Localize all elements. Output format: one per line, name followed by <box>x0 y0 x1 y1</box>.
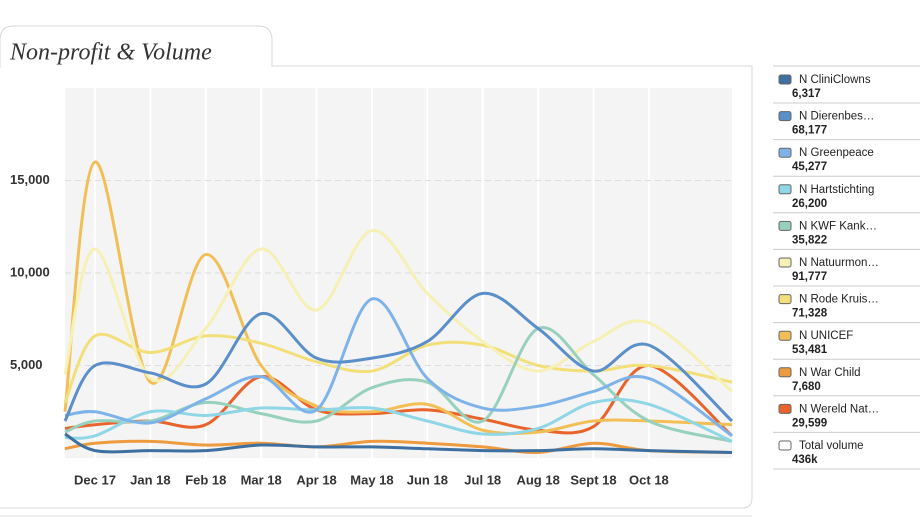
legend-value: 6,317 <box>792 88 821 100</box>
x-tick-label: Mar 18 <box>241 472 282 487</box>
legend-swatch <box>778 403 792 414</box>
legend-swatch <box>778 257 792 268</box>
legend-value: 45,277 <box>792 161 827 173</box>
legend-name: N Natuurmon… <box>799 257 879 269</box>
legend-value: 53,481 <box>792 344 828 356</box>
y-tick-label: 15,000 <box>10 172 50 187</box>
legend-swatch <box>778 330 792 341</box>
legend-name: Total volume <box>799 440 864 452</box>
legend-swatch <box>778 184 792 195</box>
legend-swatch <box>778 367 792 378</box>
x-tick-label: Feb 18 <box>185 472 226 487</box>
series-line <box>64 432 733 454</box>
legend-value: 26,200 <box>792 198 827 210</box>
series-line <box>64 397 733 443</box>
legend-value: 91,777 <box>792 271 827 283</box>
legend-value: 7,680 <box>792 381 821 393</box>
legend-name: N UNICEF <box>799 330 853 342</box>
legend-value: 436k <box>792 454 818 466</box>
legend-swatch <box>778 111 792 122</box>
legend-name: N KWF Kank… <box>799 220 877 232</box>
legend-swatch <box>778 220 792 231</box>
y-tick-label: 10,000 <box>10 264 50 279</box>
legend-value: 68,177 <box>792 125 827 137</box>
x-tick-label: Jun 18 <box>407 472 448 487</box>
series-line <box>64 439 733 454</box>
x-tick-label: Jul 18 <box>464 472 501 487</box>
chart-title: Non-profit & Volume <box>9 40 212 66</box>
legend-name: N Rode Kruis… <box>799 294 879 306</box>
x-tick-label: Aug 18 <box>516 472 559 487</box>
legend-name: N Greenpeace <box>799 147 874 159</box>
series-line <box>63 228 733 393</box>
legend-value: 29,599 <box>792 417 827 429</box>
legend-value: 35,822 <box>792 234 827 246</box>
series-line <box>64 297 733 438</box>
series-line <box>63 160 733 435</box>
x-tick-label: Jan 18 <box>130 472 170 487</box>
legend-swatch <box>778 147 792 158</box>
legend-name: N War Child <box>799 367 861 379</box>
legend-value: 71,328 <box>792 308 828 320</box>
legend-name: N Wereld Nat… <box>799 403 879 415</box>
legend-swatch <box>778 294 792 305</box>
series-line <box>64 326 733 443</box>
legend-name: N Dierenbes… <box>799 111 874 123</box>
legend-name: N CliniClowns <box>799 74 871 86</box>
legend-swatch <box>778 74 792 85</box>
x-tick-label: Dec 17 <box>74 472 116 487</box>
card-outline <box>0 25 753 509</box>
y-tick-label: 5,000 <box>10 357 43 372</box>
x-tick-label: Apr 18 <box>296 472 336 487</box>
x-tick-label: Oct 18 <box>629 472 669 487</box>
series-line <box>63 291 734 423</box>
legend-name: N Hartstichting <box>799 184 874 196</box>
x-tick-label: May 18 <box>350 472 393 487</box>
legend-swatch <box>778 440 792 451</box>
x-tick-label: Sept 18 <box>570 472 616 487</box>
